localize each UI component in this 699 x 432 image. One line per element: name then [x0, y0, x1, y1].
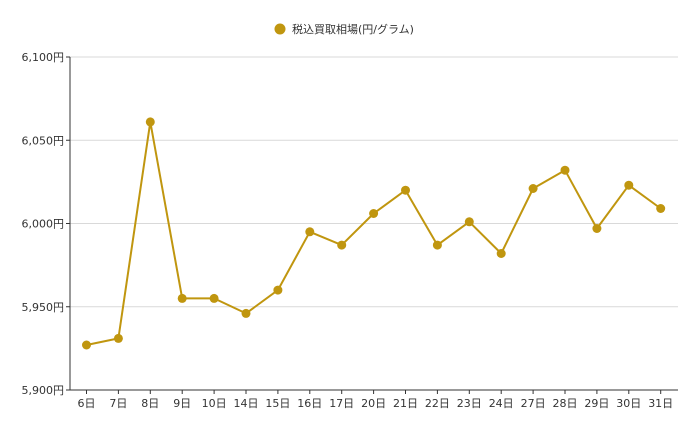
- data-point: [241, 308, 251, 318]
- data-point: [432, 240, 442, 250]
- grid-lines: [70, 56, 678, 308]
- data-point: [113, 333, 123, 343]
- y-tick-label: 5,950円: [22, 301, 65, 314]
- legend-label: 税込買取相場(円/グラム): [292, 22, 414, 36]
- legend-marker: [274, 23, 286, 35]
- legend: 税込買取相場(円/グラム): [274, 22, 414, 36]
- series-price: [82, 117, 666, 350]
- data-point: [528, 184, 538, 193]
- data-point: [624, 180, 634, 190]
- data-point: [177, 293, 187, 303]
- data-point: [656, 204, 666, 213]
- data-point: [82, 340, 91, 350]
- data-point: [337, 240, 347, 250]
- x-tick-label: 21日: [393, 397, 418, 410]
- x-tick-label: 31日: [648, 397, 673, 410]
- data-point: [305, 227, 315, 237]
- x-tick-label: 24日: [489, 397, 514, 410]
- x-tick-label: 28日: [553, 397, 578, 410]
- x-tick-label: 27日: [521, 397, 546, 410]
- data-point: [560, 165, 570, 175]
- y-axis-ticks: 5,900円 5,950円 6,000円 6,050円 6,100円: [22, 51, 70, 397]
- y-tick-label: 6,000円: [22, 218, 65, 231]
- x-tick-label: 6日: [78, 397, 96, 410]
- x-axis-ticks: 6日 7日 8日 9日 10日 14日 15日 16日 17日 20日 21日 22日 23日 24日 27…: [78, 390, 673, 410]
- data-point: [369, 209, 379, 218]
- series-line: [86, 120, 662, 346]
- data-point: [209, 293, 219, 303]
- x-tick-label: 22日: [425, 397, 450, 410]
- y-tick-label: 5,900円: [22, 384, 65, 397]
- x-tick-label: 20日: [361, 397, 386, 410]
- x-tick-label: 23日: [457, 397, 482, 410]
- data-point: [496, 249, 506, 258]
- y-tick-label: 6,100円: [22, 51, 65, 64]
- x-tick-label: 16日: [297, 397, 322, 410]
- data-point: [401, 185, 410, 195]
- x-tick-label: 7日: [109, 397, 127, 410]
- x-tick-label: 29日: [584, 397, 609, 410]
- x-tick-label: 30日: [616, 397, 641, 410]
- x-tick-label: 15日: [265, 397, 290, 410]
- x-tick-label: 14日: [234, 397, 259, 410]
- data-point: [464, 217, 474, 227]
- x-tick-label: 10日: [202, 397, 227, 410]
- data-point: [592, 224, 602, 233]
- data-point: [273, 285, 283, 295]
- x-tick-label: 9日: [173, 397, 191, 410]
- y-tick-label: 6,050円: [22, 134, 65, 147]
- x-tick-label: 17日: [329, 397, 354, 410]
- x-tick-label: 8日: [141, 397, 159, 410]
- data-point: [145, 117, 155, 127]
